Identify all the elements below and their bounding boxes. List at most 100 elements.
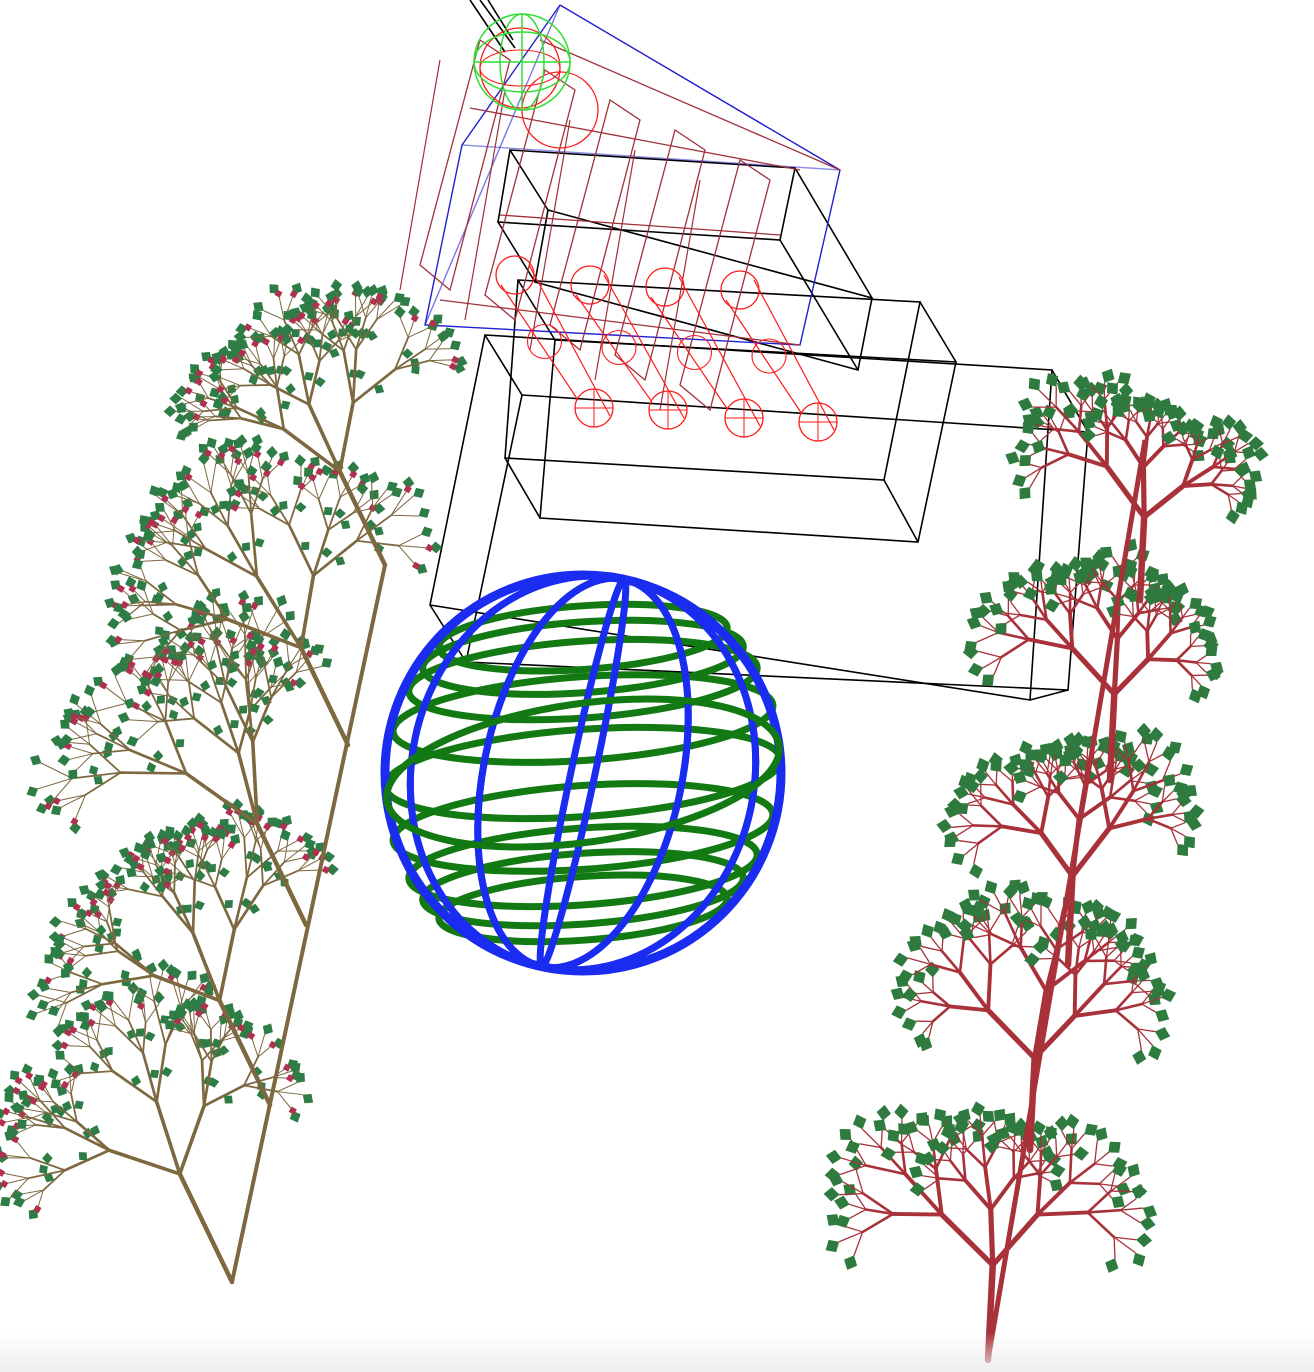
branch [1227, 492, 1242, 496]
leaf [54, 934, 65, 945]
leaf [303, 371, 314, 381]
branch [1136, 1028, 1142, 1051]
leaf [1073, 1146, 1089, 1161]
branch [900, 1141, 907, 1176]
branch [148, 974, 155, 1002]
leaf [142, 531, 154, 542]
branch [129, 601, 146, 615]
leaf [973, 768, 988, 785]
leaf [1014, 439, 1031, 454]
leaf [1022, 586, 1039, 601]
branch [226, 524, 259, 579]
leaf [969, 863, 983, 879]
leaf [1076, 376, 1092, 390]
branch [222, 359, 245, 370]
leaf [1133, 396, 1145, 409]
branch [1102, 965, 1123, 986]
leaf [174, 1021, 186, 1033]
branch [151, 973, 222, 1003]
bud [60, 1041, 69, 1050]
leaf [1012, 789, 1028, 804]
branch [1110, 1172, 1116, 1192]
leaf [302, 1093, 314, 1104]
leaf [356, 482, 369, 496]
branch [1195, 655, 1207, 664]
branch [1098, 1183, 1117, 1187]
branch [1093, 946, 1117, 953]
leaf [216, 827, 228, 840]
branch [1161, 790, 1174, 803]
branch [154, 1099, 182, 1176]
branch [1100, 420, 1109, 433]
bud [163, 856, 172, 865]
branch [1222, 436, 1239, 445]
leaf [231, 798, 244, 812]
leaf [95, 924, 107, 937]
leaf [394, 305, 406, 319]
branch [93, 901, 108, 923]
leaf [207, 659, 218, 671]
leaf [1039, 893, 1053, 910]
branch [929, 963, 962, 974]
cylinder-edge [528, 264, 611, 417]
leaf [252, 310, 262, 321]
branch [990, 933, 1023, 949]
branch [147, 859, 154, 878]
branch [335, 471, 341, 498]
branch [924, 1177, 941, 1190]
branch [222, 368, 245, 371]
leaf [946, 797, 963, 813]
leaf [1077, 914, 1092, 931]
branch [184, 771, 260, 826]
branch [136, 540, 168, 543]
bud [84, 909, 93, 918]
leaf [1017, 397, 1033, 412]
leaf [233, 479, 247, 492]
branch [1218, 429, 1224, 445]
branch [1161, 760, 1171, 782]
leaf [1106, 382, 1118, 395]
branch [1170, 827, 1179, 845]
branch [839, 1164, 867, 1176]
branch [314, 308, 318, 331]
branch [1068, 593, 1085, 615]
leaf [1115, 1182, 1131, 1196]
branch [1140, 464, 1147, 520]
branch [193, 1009, 196, 1036]
leaf [1225, 508, 1240, 525]
bud [253, 450, 262, 459]
leaf [136, 579, 147, 592]
branch [1158, 599, 1171, 612]
branch [60, 1072, 83, 1081]
red-rail [469, 107, 801, 171]
branch [41, 762, 73, 779]
branch [931, 990, 952, 1008]
leaf [1176, 786, 1191, 803]
branch [1131, 600, 1135, 618]
leaf [934, 1108, 947, 1122]
leaf [268, 635, 280, 649]
branch [174, 529, 207, 550]
branch [398, 545, 417, 567]
leaf [39, 1164, 48, 1175]
branch [998, 1146, 1023, 1153]
leaf [261, 860, 273, 870]
leaf [429, 541, 443, 554]
branch [917, 991, 934, 995]
leaf [229, 720, 239, 729]
branch [166, 541, 207, 550]
bud [375, 297, 384, 306]
branch [1146, 631, 1173, 662]
branch [175, 653, 188, 681]
leaf [117, 712, 130, 724]
branch [1120, 956, 1133, 968]
branch [221, 622, 233, 650]
branch [144, 656, 158, 675]
leaf [199, 972, 210, 984]
bud [2, 1107, 11, 1116]
bud [197, 637, 206, 646]
bud [227, 444, 237, 453]
leaf [88, 765, 99, 776]
branch [1086, 1211, 1116, 1239]
